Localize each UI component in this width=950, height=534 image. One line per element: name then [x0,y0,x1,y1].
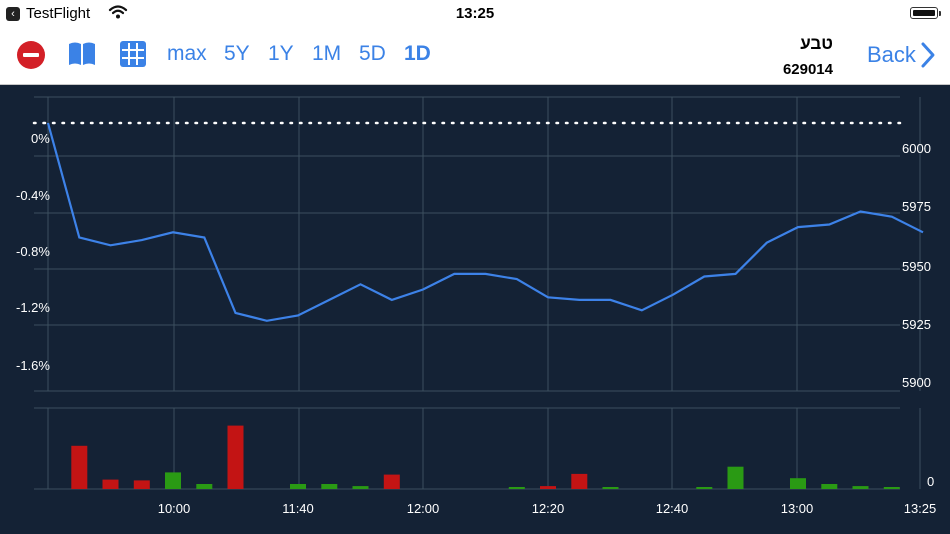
volume-bar [352,486,369,489]
range-1m-button[interactable]: 1M [312,42,342,65]
time-axis-label: 12:40 [656,501,689,516]
grid-icon[interactable] [119,40,147,68]
volume-bar [602,487,619,489]
back-to-app-icon[interactable]: ‹ [6,7,20,21]
volume-bars [71,425,900,489]
volume-bar [196,484,213,489]
remove-icon[interactable] [16,40,46,70]
time-axis-label: 12:00 [407,501,440,516]
volume-bar [290,484,306,489]
right-axis-labels: 6000 5975 5950 5925 5900 [902,141,931,390]
range-max-button[interactable]: max [167,42,207,65]
range-5d-button[interactable]: 5D [359,42,386,65]
time-axis-label: 11:40 [282,501,314,516]
right-axis-label: 5900 [902,375,931,390]
volume-bar [383,474,400,489]
volume-bar [508,487,525,489]
chevron-right-icon[interactable] [920,41,936,69]
volume-bar [71,445,88,489]
wifi-icon [108,5,128,19]
back-to-app-label[interactable]: TestFlight [26,5,91,22]
volume-bar [852,486,869,489]
volume-bar [165,472,181,489]
time-axis-label: 10:00 [158,501,191,516]
right-axis-label: 5975 [902,199,931,214]
stock-name: טבע [800,34,833,53]
volume-bar [571,473,588,489]
right-axis-label: 5925 [902,317,931,332]
volume-bar [696,487,713,489]
left-axis-label: -1.6% [16,358,50,373]
left-axis-labels: 0% -0.4% -0.8% -1.2% -1.6% [16,131,50,373]
price-line [46,122,924,322]
left-axis-label: -1.2% [16,300,50,315]
volume-bar [727,466,744,489]
volume-bar [821,484,838,489]
range-1y-button[interactable]: 1Y [268,42,294,65]
stock-chart[interactable]: 0% -0.4% -0.8% -1.2% -1.6% 6000 5975 5950 5925 5… [0,85,950,534]
right-axis-label: 6000 [902,141,931,156]
volume-bar [102,479,119,489]
chart-grid [34,96,921,490]
book-icon[interactable] [67,40,97,68]
range-5y-button[interactable]: 5Y [224,42,250,65]
volume-bar [540,486,556,489]
range-1d-button[interactable]: 1D [404,42,431,65]
volume-bar [790,478,806,489]
right-axis-label: 5950 [902,259,931,274]
volume-axis-label: 0 [927,474,934,489]
battery-tip [939,11,941,16]
volume-bar [321,484,338,489]
left-axis-label: -0.4% [16,188,50,203]
back-button[interactable]: Back [867,42,916,67]
battery-icon [910,7,938,19]
status-bar: ‹ TestFlight 13:25 [0,0,950,28]
chart-toolbar: max 5Y 1Y 1M 5D 1D טבע 629014 Back [0,28,950,85]
clock: 13:25 [455,5,495,22]
chart-canvas[interactable]: 0% -0.4% -0.8% -1.2% -1.6% 6000 5975 5950 5925 5… [0,85,950,534]
time-axis-labels: 10:00 11:40 12:00 12:20 12:40 13:00 13:25 [158,501,937,516]
left-axis-label: 0% [31,131,50,146]
left-axis-label: -0.8% [16,244,50,259]
volume-bar [227,425,244,489]
volume-bar [133,480,150,489]
stock-id: 629014 [782,61,833,78]
time-axis-label: 12:20 [532,501,565,516]
volume-bar [883,487,900,489]
time-axis-label: 13:25 [904,501,937,516]
time-axis-label: 13:00 [781,501,814,516]
